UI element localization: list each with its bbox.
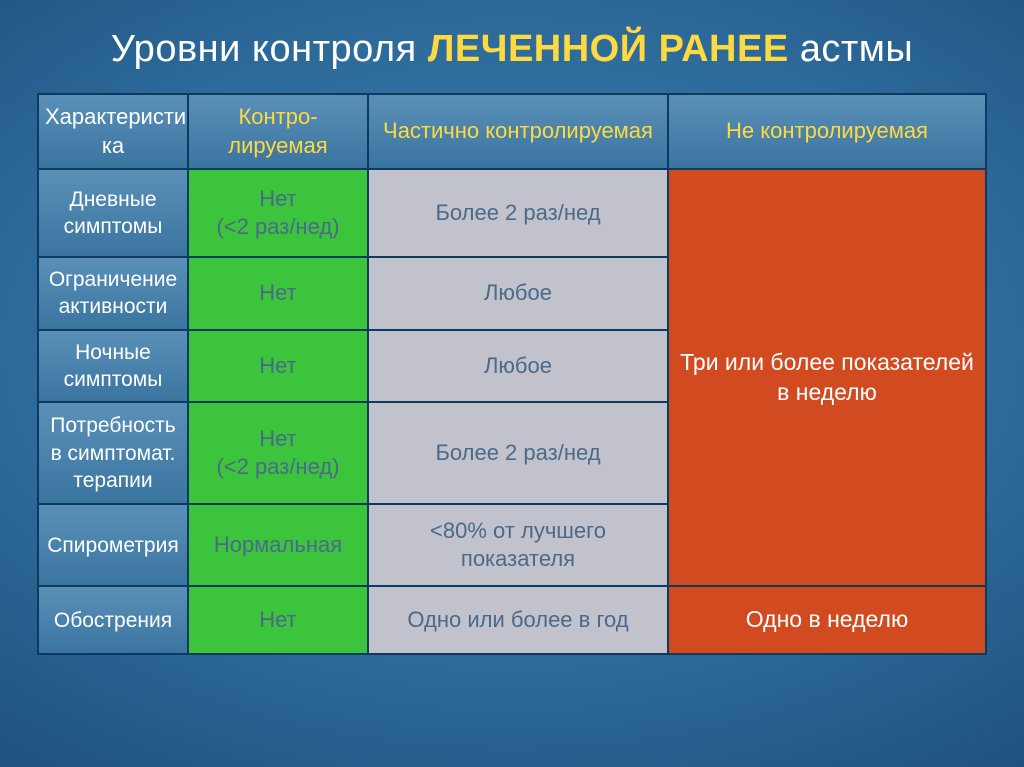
cell-partial: Более 2 раз/нед	[368, 402, 668, 504]
row-day-symptoms: Дневные симптомы Нет(<2 раз/нед) Более 2…	[38, 169, 986, 257]
cell-controlled: Нет	[188, 330, 368, 403]
cell-partial: <80% от лучшего показателя	[368, 504, 668, 586]
cell-controlled: Нормальная	[188, 504, 368, 586]
col-header-characteristic: Характеристика	[38, 94, 188, 169]
cell-partial: Одно или более в год	[368, 586, 668, 654]
row-label: Ограничение активности	[38, 257, 188, 330]
cell-partial: Более 2 раз/нед	[368, 169, 668, 257]
slide-title: Уровни контроля ЛЕЧЕННОЙ РАНЕЕ астмы	[111, 28, 913, 71]
row-label: Ночные симптомы	[38, 330, 188, 403]
cell-controlled: Нет	[188, 586, 368, 654]
title-pre: Уровни контроля	[111, 28, 428, 70]
row-label: Дневные симптомы	[38, 169, 188, 257]
col-header-partial: Частично контролируемая	[368, 94, 668, 169]
cell-controlled: Нет	[188, 257, 368, 330]
asthma-control-table: Характеристика Контро-лируемая Частично …	[37, 93, 987, 655]
col-header-controlled: Контро-лируемая	[188, 94, 368, 169]
title-post: астмы	[789, 28, 914, 70]
cell-uncontrolled: Одно в неделю	[668, 586, 986, 654]
title-emphasis: ЛЕЧЕННОЙ РАНЕЕ	[428, 28, 789, 70]
header-row: Характеристика Контро-лируемая Частично …	[38, 94, 986, 169]
cell-uncontrolled-merged: Три или более показателей в неделю	[668, 169, 986, 586]
cell-partial: Любое	[368, 257, 668, 330]
cell-partial: Любое	[368, 330, 668, 403]
row-label: Потребность в симптомат. терапии	[38, 402, 188, 504]
col-header-uncontrolled: Не контролируемая	[668, 94, 986, 169]
cell-controlled: Нет(<2 раз/нед)	[188, 169, 368, 257]
cell-controlled: Нет(<2 раз/нед)	[188, 402, 368, 504]
row-label: Спирометрия	[38, 504, 188, 586]
row-label: Обострения	[38, 586, 188, 654]
row-exacerbations: Обострения Нет Одно или более в год Одно…	[38, 586, 986, 654]
